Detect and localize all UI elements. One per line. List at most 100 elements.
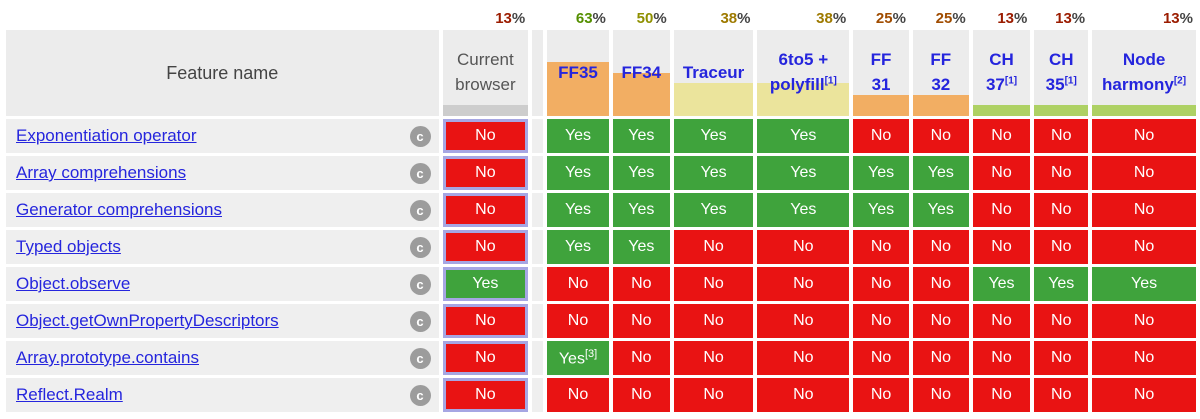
spacer: [6, 3, 439, 27]
feature-link[interactable]: Reflect.Realm: [16, 385, 123, 404]
result-cell: No: [1034, 119, 1089, 153]
feature-link[interactable]: Object.getOwnPropertyDescriptors: [16, 311, 279, 330]
compat-c-icon[interactable]: c: [409, 125, 431, 147]
support-bar-node-harmony: [1092, 104, 1196, 116]
table-row: Generator comprehensions c No Yes Yes Yes Yes Y…: [6, 193, 1196, 227]
result-cell: Yes: [1092, 267, 1196, 301]
feature-cell: Reflect.Realm c: [6, 378, 439, 412]
support-percent-ch35: 13%: [1055, 10, 1086, 27]
result-cell: Yes: [912, 193, 969, 227]
result-cell: No: [972, 378, 1031, 412]
table-row: Object.observe c Yes No No No No No No Yes Yes Yes: [6, 267, 1196, 301]
column-header-ch35: CH 35[1]: [1034, 30, 1089, 116]
result-cell: No: [1092, 304, 1196, 338]
result-cell: No: [1092, 378, 1196, 412]
footnote-ref: [1]: [824, 75, 837, 87]
compat-c-icon[interactable]: c: [409, 273, 431, 295]
separator-cell: [532, 193, 544, 227]
result-cell: No: [1092, 119, 1196, 153]
result-cell: No: [673, 230, 754, 264]
compat-c-icon[interactable]: c: [409, 310, 431, 332]
support-bar-ff34: [612, 73, 670, 116]
support-bar-ff31: [853, 94, 909, 116]
support-bar-traceur: [673, 83, 754, 116]
support-percent-ff34: 50%: [636, 10, 667, 27]
result-cell: No: [912, 119, 969, 153]
result-cell: Yes: [547, 193, 609, 227]
result-cell: Yes: [853, 193, 909, 227]
support-percent-ff32: 25%: [935, 10, 966, 27]
result-cell: No: [853, 341, 909, 375]
column-header-6to5-polyfill: 6to5 + polyfill[1]: [757, 30, 850, 116]
footnote-ref: [3]: [584, 347, 598, 360]
compat-c-icon[interactable]: c: [409, 347, 431, 369]
browser-link-node-harmony[interactable]: Node harmony[2]: [1102, 50, 1187, 94]
separator-cell: [532, 378, 544, 412]
result-cell: Yes: [547, 230, 609, 264]
browser-link-ff35[interactable]: FF35: [558, 62, 598, 82]
support-bar-current: [442, 104, 529, 116]
compat-c-icon[interactable]: c: [409, 162, 431, 184]
result-cell: No: [1034, 304, 1089, 338]
support-bar-ff35: [547, 61, 609, 116]
result-cell: No: [1034, 156, 1089, 190]
compat-c-icon[interactable]: c: [409, 199, 431, 221]
result-cell: No: [547, 304, 609, 338]
browser-link-traceur[interactable]: Traceur: [682, 62, 745, 82]
column-header-current: Current browser: [442, 30, 529, 116]
result-cell: No: [612, 267, 670, 301]
compat-c-icon[interactable]: c: [409, 236, 431, 258]
result-cell: No: [757, 304, 850, 338]
result-cell: No: [972, 193, 1031, 227]
result-cell: No: [757, 378, 850, 412]
result-cell: No: [757, 267, 850, 301]
compat-c-icon[interactable]: c: [409, 384, 431, 406]
column-header-ff35: FF35: [547, 30, 609, 116]
result-cell: Yes: [612, 193, 670, 227]
result-cell: No: [673, 304, 754, 338]
feature-cell: Object.getOwnPropertyDescriptors c: [6, 304, 439, 338]
result-cell: No: [972, 341, 1031, 375]
feature-link[interactable]: Generator comprehensions: [16, 200, 223, 219]
current-browser-result-cell: No: [442, 119, 529, 153]
browser-link-ff32[interactable]: FF 32: [930, 50, 952, 94]
column-header-ff34: FF34: [612, 30, 670, 116]
browser-link-6to5-polyfill[interactable]: 6to5 + polyfill[1]: [769, 50, 837, 94]
result-cell: No: [612, 341, 670, 375]
result-cell: Yes: [612, 230, 670, 264]
table-row: Typed objects c No Yes Yes No No No No No No No: [6, 230, 1196, 264]
browser-link-ch35[interactable]: CH 35[1]: [1045, 50, 1077, 94]
result-cell: No: [612, 378, 670, 412]
result-cell: No: [673, 341, 754, 375]
feature-link[interactable]: Object.observe: [16, 274, 131, 293]
support-percent-6to5-polyfill: 38%: [816, 10, 847, 27]
column-header-ff31: FF 31: [853, 30, 909, 116]
separator-cell: [532, 230, 544, 264]
result-cell: Yes: [1034, 267, 1089, 301]
feature-link[interactable]: Array comprehensions: [16, 163, 187, 182]
result-cell: No: [853, 230, 909, 264]
feature-cell: Typed objects c: [6, 230, 439, 264]
result-cell: No: [912, 341, 969, 375]
label-current: Current browser: [455, 50, 516, 94]
current-browser-result-cell: No: [442, 193, 529, 227]
separator-cell: [532, 156, 544, 190]
footnote-ref: [1]: [1064, 75, 1077, 87]
feature-cell: Object.observe c: [6, 267, 439, 301]
browser-link-ff31[interactable]: FF 31: [870, 50, 892, 94]
browser-link-ff34[interactable]: FF34: [621, 62, 662, 82]
result-cell: No: [547, 378, 609, 412]
result-cell: No: [1034, 193, 1089, 227]
feature-name-header: Feature name: [6, 30, 439, 116]
feature-link[interactable]: Exponentiation operator: [16, 126, 197, 145]
feature-link[interactable]: Array.prototype.contains: [16, 348, 199, 367]
result-cell: No: [1092, 156, 1196, 190]
result-cell: No: [853, 267, 909, 301]
browser-link-ch37[interactable]: CH 37[1]: [985, 50, 1018, 94]
percent-row: 13% 63% 50% 38% 38% 25% 25% 13% 13% 13%: [6, 3, 1196, 27]
result-cell: Yes[3]: [547, 341, 609, 375]
current-browser-result-cell: Yes: [442, 267, 529, 301]
column-header-ch37: CH 37[1]: [972, 30, 1031, 116]
result-cell: No: [912, 378, 969, 412]
feature-link[interactable]: Typed objects: [16, 237, 121, 256]
